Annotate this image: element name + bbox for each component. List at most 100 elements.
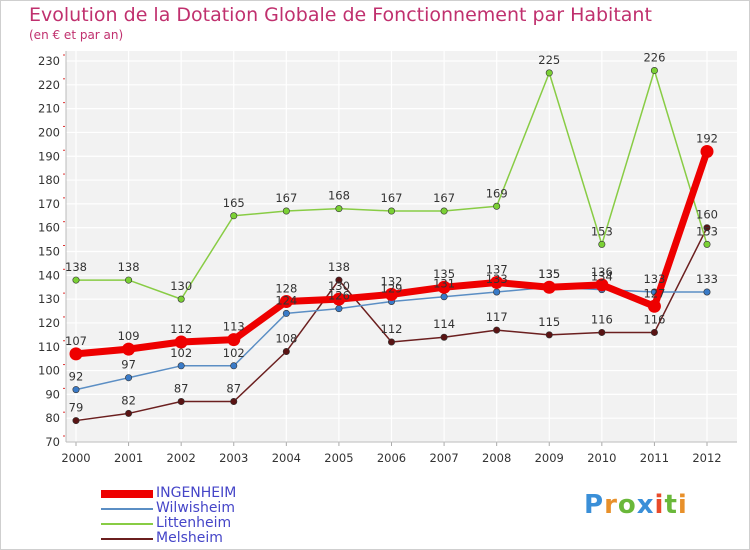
data-point [647,299,661,313]
x-tick-label: 2000 [61,451,90,465]
x-tick-label: 2006 [377,451,406,465]
data-label: 135 [433,267,455,281]
y-tick-label: 140 [38,268,60,282]
data-label: 167 [381,191,403,205]
legend-swatch [101,507,153,510]
data-label: 116 [643,312,665,326]
y-tick-label: 170 [38,197,60,211]
data-label: 134 [591,270,613,284]
logo-letter: x [636,490,655,520]
data-point [174,335,188,349]
data-point [125,374,133,382]
data-point [177,362,185,370]
legend-label: Melsheim [156,530,223,546]
data-point [700,144,714,158]
data-label: 124 [275,293,297,307]
y-tick-label: 220 [38,78,60,92]
y-tick-label: 130 [38,292,60,306]
data-point [125,409,133,417]
data-label: 138 [328,260,350,274]
y-tick-label: 190 [38,149,60,163]
data-point [598,328,606,336]
data-label: 114 [433,317,455,331]
y-tick-label: 100 [38,364,60,378]
legend-swatch [101,537,153,540]
chart-legend: INGENHEIM Wilwisheim Littenheim Melsheim [101,486,236,546]
data-label: 87 [226,382,241,396]
data-point [125,276,133,284]
data-point [387,338,395,346]
data-label: 153 [696,224,718,238]
data-point [703,240,711,248]
data-label: 108 [275,332,297,346]
data-point [545,69,553,77]
data-point [440,333,448,341]
legend-label: INGENHEIM [156,485,237,501]
x-tick-label: 2008 [482,451,511,465]
data-label: 117 [486,310,508,324]
x-tick-label: 2009 [535,451,564,465]
data-point [72,386,80,394]
data-label: 136 [591,265,613,279]
logo-letter: o [617,490,637,520]
data-point [282,207,290,215]
y-tick-label: 70 [45,435,60,449]
data-point [332,292,346,306]
x-tick-label: 2011 [640,451,669,465]
logo-letter: t [664,490,678,520]
data-point [279,295,293,309]
logo-letter: r [604,490,618,520]
logo-letter: P [584,490,605,520]
data-label: 153 [591,224,613,238]
x-tick-label: 2005 [324,451,353,465]
data-label: 116 [591,312,613,326]
data-label: 135 [538,267,560,281]
data-label: 165 [223,196,245,210]
data-label: 135 [538,267,560,281]
data-point [490,275,504,289]
data-label: 133 [486,272,508,286]
y-tick-label: 160 [38,221,60,235]
data-point [440,207,448,215]
data-point [493,202,501,210]
data-label: 87 [174,382,189,396]
data-label: 130 [170,279,192,293]
data-label: 138 [118,260,140,274]
y-tick-label: 90 [45,387,60,401]
chart-title: Evolution de la Dotation Globale de Fonc… [29,4,652,26]
y-tick-label: 200 [38,125,60,139]
x-tick-label: 2010 [587,451,616,465]
data-label: 92 [69,370,84,384]
data-point [703,288,711,296]
data-label: 225 [538,53,560,67]
proxiti-logo: Proxiti [584,490,688,520]
legend-swatch [101,522,153,525]
data-point [595,278,609,292]
x-tick-label: 2012 [692,451,721,465]
data-point [72,276,80,284]
data-point [437,280,451,294]
data-point [493,288,501,296]
data-point [703,224,711,232]
chart-subtitle: (en € et par an) [29,28,124,42]
legend-swatch [101,489,153,498]
data-label: 169 [486,186,508,200]
y-tick-label: 80 [45,411,60,425]
legend-item: Littenheim [101,516,236,531]
data-point [69,347,83,361]
data-label: 138 [65,260,87,274]
data-label: 102 [223,346,245,360]
y-tick-label: 230 [38,54,60,68]
data-point [385,287,398,301]
data-label: 132 [381,274,403,288]
data-label: 130 [328,279,350,293]
y-tick-label: 110 [38,340,60,354]
data-label: 126 [328,289,350,303]
data-label: 109 [118,329,140,343]
data-point [440,293,448,301]
data-point [650,67,658,75]
data-point [230,398,238,406]
data-point [493,326,501,334]
data-point [230,362,238,370]
